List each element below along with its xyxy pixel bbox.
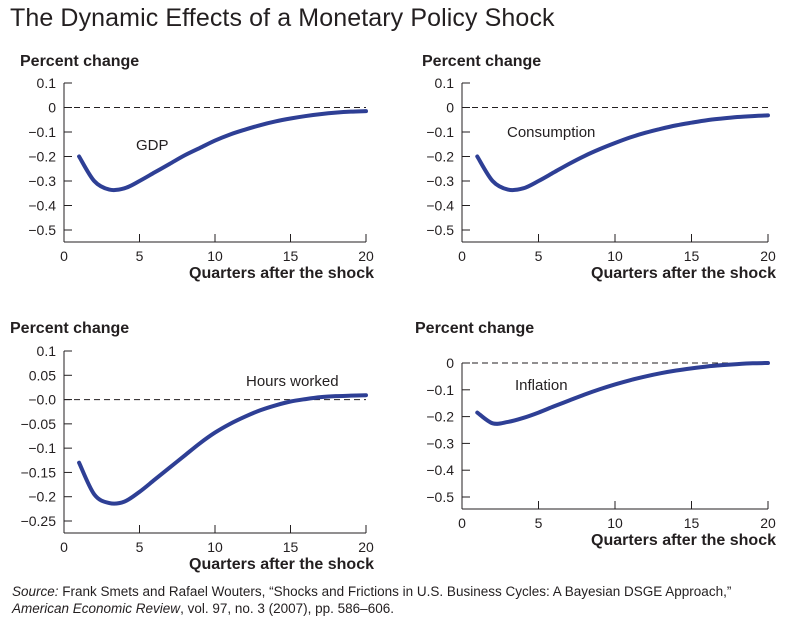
y-tick-label: 0.1 — [37, 343, 57, 359]
y-tick-label: −0.2 — [28, 489, 56, 505]
chart-panel-3: Percent change 0.1 0.05 −0.0 −0.05 −0.1 −0.15 −… — [10, 320, 374, 573]
y-tick-label: −0.5 — [426, 222, 454, 238]
y-axis-label: Percent change — [415, 320, 534, 337]
y-tick-label: −0.1 — [426, 124, 454, 140]
y-tick-label: −0.5 — [426, 489, 454, 505]
y-tick-label: −0.1 — [426, 382, 454, 398]
y-tick-label: −0.05 — [21, 416, 57, 432]
x-tick-label: 10 — [207, 248, 223, 264]
y-tick-label: 0 — [446, 355, 454, 371]
y-tick-label: −0.2 — [28, 149, 56, 165]
x-tick-label: 0 — [60, 539, 68, 555]
series-annotation: Consumption — [507, 124, 595, 141]
x-tick-label: 20 — [760, 515, 776, 531]
y-tick-label: −0.15 — [21, 464, 57, 480]
y-tick-label: −0.2 — [426, 409, 454, 425]
source-details: , vol. 97, no. 3 (2007), pp. 586–606. — [180, 601, 394, 616]
x-axis-label: Quarters after the shock — [591, 265, 776, 282]
y-tick-label: 0.05 — [29, 367, 56, 383]
y-tick-label: −0.3 — [426, 435, 454, 451]
y-tick-label: −0.3 — [28, 173, 56, 189]
x-tick-label: 15 — [283, 248, 299, 264]
y-tick-label: −0.0 — [28, 392, 56, 408]
x-tick-label: 20 — [358, 539, 374, 555]
y-tick-label: 0 — [48, 100, 56, 116]
source-authors: Frank Smets and Rafael Wouters, “Shocks … — [58, 584, 732, 599]
y-tick-label: −0.1 — [28, 440, 56, 456]
x-tick-label: 20 — [358, 248, 374, 264]
series-annotation: GDP — [136, 137, 169, 154]
x-tick-label: 10 — [207, 539, 223, 555]
x-tick-label: 5 — [136, 248, 144, 264]
x-axis-label: Quarters after the shock — [189, 265, 374, 282]
y-tick-label: −0.1 — [28, 124, 56, 140]
x-tick-label: 0 — [458, 248, 466, 264]
series-line — [77, 109, 368, 193]
y-axis-label: Percent change — [20, 53, 139, 70]
y-tick-label: −0.4 — [426, 198, 454, 214]
y-tick-label: −0.25 — [21, 513, 57, 529]
source-journal: American Economic Review — [12, 601, 181, 616]
x-tick-label: 10 — [607, 515, 623, 531]
x-axis-label: Quarters after the shock — [189, 556, 374, 573]
y-tick-label: −0.4 — [426, 462, 454, 478]
y-tick-label: −0.2 — [426, 149, 454, 165]
series-line — [475, 361, 770, 426]
y-tick-label: −0.4 — [28, 198, 56, 214]
y-tick-label: −0.3 — [426, 173, 454, 189]
y-axis-label: Percent change — [10, 320, 129, 337]
source-note: Source: Frank Smets and Rafael Wouters, … — [12, 583, 782, 617]
y-tick-label: 0 — [446, 100, 454, 116]
series-line — [475, 113, 770, 193]
x-tick-label: 10 — [607, 248, 623, 264]
y-tick-label: 0.1 — [37, 75, 57, 91]
series-annotation: Hours worked — [246, 373, 339, 390]
x-tick-label: 15 — [283, 539, 299, 555]
y-axis-label: Percent change — [422, 53, 541, 70]
x-tick-label: 0 — [60, 248, 68, 264]
page-title: The Dynamic Effects of a Monetary Policy… — [10, 4, 555, 32]
x-tick-label: 5 — [535, 515, 543, 531]
series-annotation: Inflation — [515, 377, 568, 394]
x-tick-label: 15 — [684, 515, 700, 531]
x-tick-label: 20 — [760, 248, 776, 264]
x-tick-label: 5 — [136, 539, 144, 555]
y-tick-label: 0.1 — [435, 75, 455, 91]
source-lead: Source: — [12, 584, 59, 599]
x-tick-label: 0 — [458, 515, 466, 531]
series-line — [77, 393, 368, 506]
x-tick-label: 15 — [684, 248, 700, 264]
y-tick-label: −0.5 — [28, 222, 56, 238]
x-tick-label: 5 — [535, 248, 543, 264]
x-axis-label: Quarters after the shock — [591, 532, 776, 549]
